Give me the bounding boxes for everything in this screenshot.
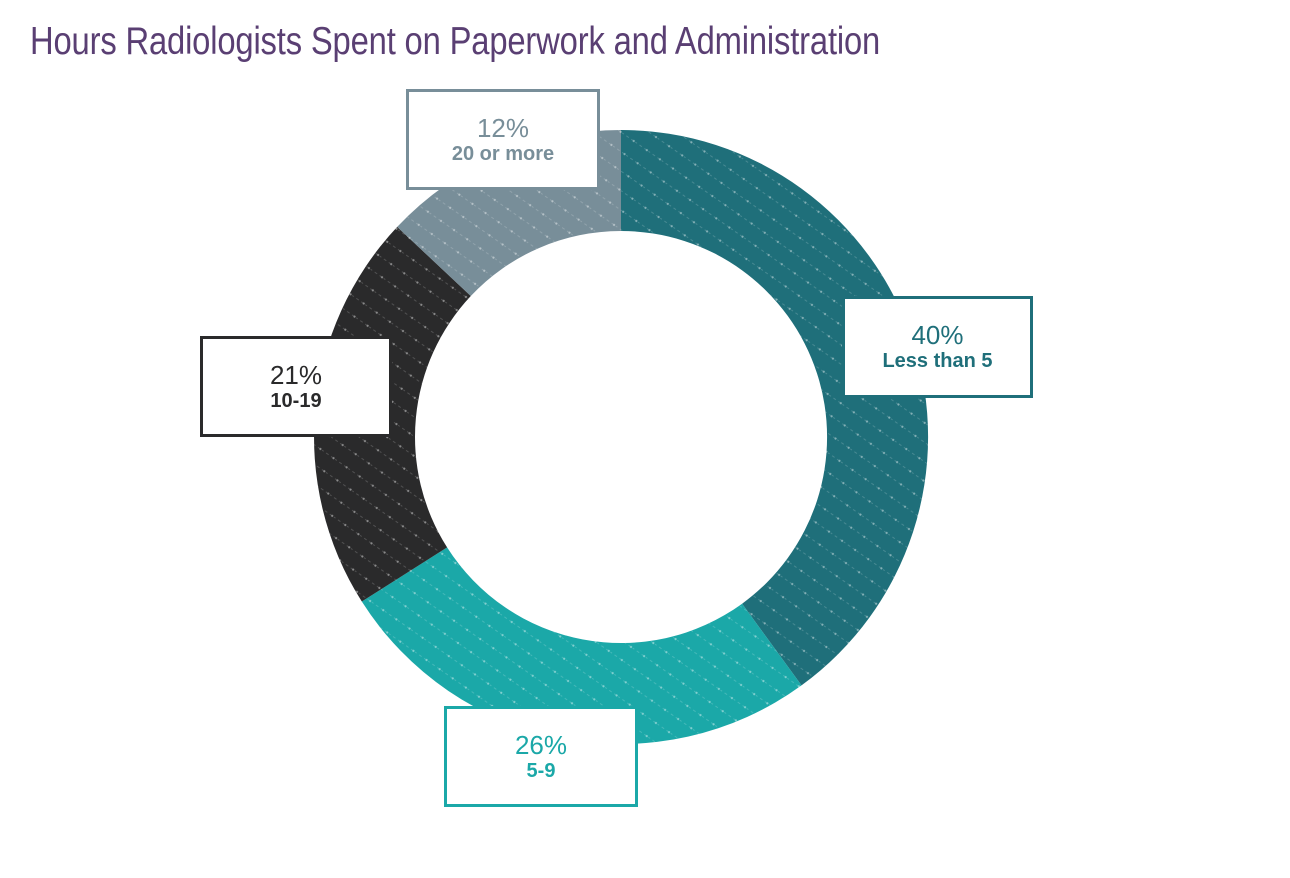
label-10-19: 21% 10-19 — [200, 336, 392, 437]
label-pct: 21% — [269, 359, 323, 390]
slice-10-19 — [314, 226, 471, 602]
label-pct: 40% — [911, 320, 964, 350]
label-category: 10-19 — [270, 389, 322, 412]
label-category: Less than 5 — [882, 350, 993, 372]
label-pct: 12% — [476, 112, 530, 143]
label-pct: 26% — [514, 729, 568, 760]
label-category: 5-9 — [526, 759, 556, 782]
label-category: 20 or more — [451, 142, 555, 165]
slice-less-than-5 — [621, 129, 929, 686]
slice-5-9 — [361, 547, 802, 745]
label-5-9: 26% 5-9 — [444, 706, 638, 807]
label-20-or-more: 12% 20 or more — [406, 89, 600, 190]
label-less-than-5: 40% Less than 5 — [842, 296, 1033, 398]
chart-title: Hours Radiologists Spent on Paperwork an… — [30, 20, 881, 63]
